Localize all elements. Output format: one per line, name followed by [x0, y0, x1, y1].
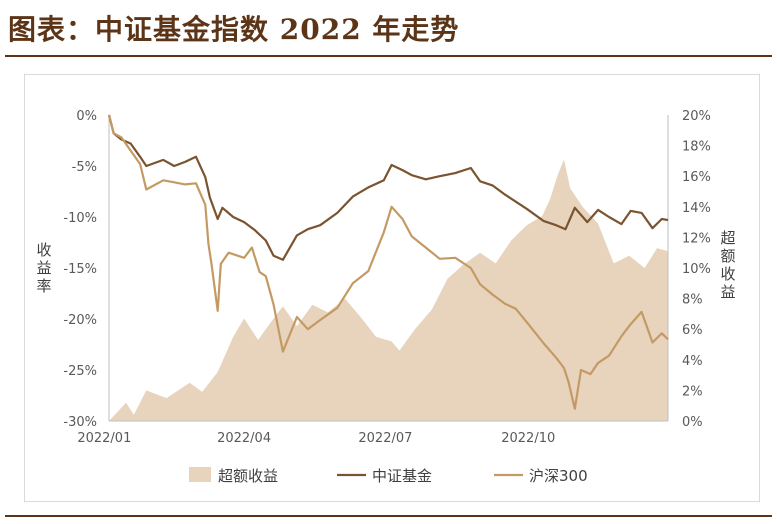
y-right-tick-label: 16%: [682, 170, 711, 185]
excess-area-layer: [109, 159, 668, 421]
legend: 超额收益 中证基金 沪深300: [189, 467, 588, 485]
fund-index-line: [107, 114, 669, 261]
y-right-tick-label: 18%: [682, 140, 711, 155]
y-left-tick-label: -30%: [63, 415, 97, 430]
excess-return-area: [109, 159, 668, 421]
y-right-axis-title: 超额收益: [720, 229, 735, 301]
y-right-tick-label: 8%: [682, 293, 703, 308]
x-tick-label: 2022/04: [217, 431, 271, 446]
x-tick-label: 2022/07: [358, 431, 412, 446]
y-right-tick-label: 14%: [682, 201, 711, 216]
axis-title-layer: 收益率 超额收益: [36, 229, 735, 301]
tick-label-layer: 0% -5% -10% -15% -20% -25% -30% 20% 18% 16% 14% 12%…: [63, 109, 711, 446]
chart-frame: [24, 74, 760, 502]
legend-label-excess: 超额收益: [218, 467, 278, 485]
csi300-line: [107, 114, 669, 410]
y-left-tick-label: -15%: [63, 262, 97, 277]
y-right-tick-label: 4%: [682, 354, 703, 369]
title-rule: [5, 55, 772, 57]
legend-swatch-excess: [189, 467, 211, 482]
y-right-tick-label: 6%: [682, 323, 703, 338]
y-right-tick-label: 10%: [682, 262, 711, 277]
y-left-tick-label: -10%: [63, 211, 97, 226]
y-left-tick-label: -25%: [63, 364, 97, 379]
y-left-tick-label: -20%: [63, 313, 97, 328]
footer-rule: [5, 515, 772, 517]
line-layer: [107, 114, 669, 410]
y-left-tick-label: -5%: [72, 160, 97, 175]
y-right-tick-label: 20%: [682, 109, 711, 124]
axis-layer: [108, 115, 669, 422]
x-tick-label: 2022/10: [501, 431, 555, 446]
y-right-tick-label: 2%: [682, 384, 703, 399]
y-right-tick-label: 12%: [682, 231, 711, 246]
legend-label-csi300: 沪深300: [529, 467, 588, 485]
legend-label-fund: 中证基金: [372, 467, 432, 485]
y-right-tick-label: 0%: [682, 415, 703, 430]
y-left-tick-label: 0%: [76, 109, 97, 124]
y-left-axis-title: 收益率: [36, 241, 51, 295]
page-title: 图表：中证基金指数 2022 年走势: [8, 13, 460, 46]
x-tick-label: 2022/01: [77, 431, 131, 446]
